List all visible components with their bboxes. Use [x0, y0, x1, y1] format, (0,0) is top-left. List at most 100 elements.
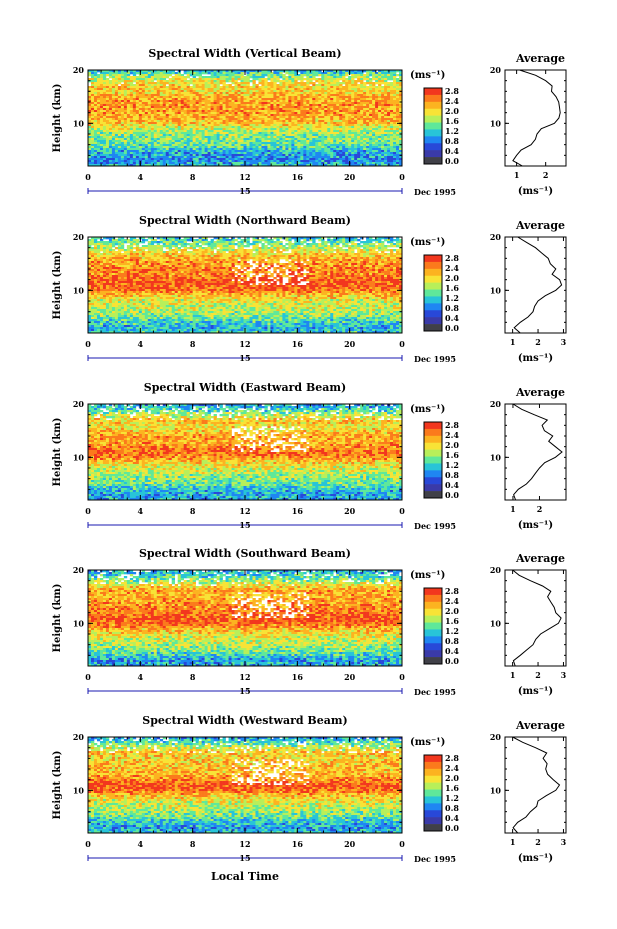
heatmap-cell	[193, 148, 196, 150]
heatmap-cell	[226, 80, 229, 82]
heatmap-cell	[363, 88, 366, 90]
heatmap-cell	[130, 116, 133, 118]
heatmap-cell	[202, 96, 205, 98]
heatmap-cell	[285, 126, 288, 128]
heatmap-cell	[309, 124, 312, 126]
heatmap-cell	[390, 140, 393, 142]
heatmap-cell	[351, 132, 354, 134]
heatmap-cell	[184, 114, 187, 116]
heatmap-cell	[130, 128, 133, 130]
heatmap-cell	[175, 74, 178, 76]
heatmap-cell	[345, 134, 348, 136]
heatmap-cell	[384, 84, 387, 86]
heatmap-cell	[360, 138, 363, 140]
heatmap-cell	[211, 150, 214, 152]
heatmap-cell	[100, 140, 103, 142]
heatmap-cell	[127, 108, 130, 110]
heatmap-cell	[238, 136, 241, 138]
heatmap-cell	[306, 150, 309, 152]
heatmap-cell	[327, 132, 330, 134]
heatmap-cell	[294, 84, 297, 86]
heatmap-cell	[244, 106, 247, 108]
heatmap-cell	[220, 104, 223, 106]
heatmap-cell	[264, 126, 267, 128]
heatmap-cell	[115, 110, 118, 112]
heatmap-cell	[390, 142, 393, 144]
heatmap-cell	[178, 136, 181, 138]
heatmap-cell	[241, 80, 244, 82]
heatmap-cell	[252, 100, 255, 102]
heatmap-cell	[157, 142, 160, 144]
heatmap-cell	[115, 146, 118, 148]
heatmap-cell	[258, 74, 261, 76]
heatmap-cell	[151, 102, 154, 104]
heatmap-cell	[396, 138, 399, 140]
heatmap-cell	[330, 74, 333, 76]
heatmap-cell	[351, 140, 354, 142]
heatmap-cell	[187, 126, 190, 128]
heatmap-cell	[279, 94, 282, 96]
heatmap-cell	[235, 102, 238, 104]
heatmap-cell	[258, 88, 261, 90]
heatmap-cell	[109, 138, 112, 140]
heatmap-cell	[151, 100, 154, 102]
heatmap-cell	[235, 108, 238, 110]
heatmap-cell	[193, 94, 196, 96]
heatmap-cell	[166, 76, 169, 78]
heatmap-cell	[241, 104, 244, 106]
heatmap-cell	[181, 86, 184, 88]
heatmap-cell	[387, 96, 390, 98]
heatmap-cell	[309, 90, 312, 92]
heatmap-cell	[375, 86, 378, 88]
heatmap-cell	[348, 92, 351, 94]
heatmap-cell	[285, 92, 288, 94]
heatmap-cell	[282, 142, 285, 144]
heatmap-cell	[241, 136, 244, 138]
heatmap-cell	[202, 102, 205, 104]
heatmap-cell	[121, 122, 124, 124]
heatmap-cell	[270, 74, 273, 76]
heatmap-cell	[112, 92, 115, 94]
heatmap-cell	[193, 116, 196, 118]
heatmap-cell	[247, 106, 250, 108]
heatmap-cell	[336, 120, 339, 122]
heatmap-cell	[229, 80, 232, 82]
heatmap-cell	[330, 116, 333, 118]
heatmap-cell	[196, 90, 199, 92]
heatmap-cell	[166, 134, 169, 136]
heatmap-cell	[100, 88, 103, 90]
heatmap-cell	[187, 104, 190, 106]
heatmap-cell	[312, 72, 315, 74]
heatmap-cell	[160, 92, 163, 94]
heatmap-cell	[196, 138, 199, 140]
heatmap-cell	[94, 100, 97, 102]
heatmap-cell	[232, 76, 235, 78]
heatmap-cell	[115, 112, 118, 114]
heatmap-cell	[157, 148, 160, 150]
heatmap-cell	[270, 104, 273, 106]
heatmap-cell	[115, 108, 118, 110]
heatmap-cell	[199, 142, 202, 144]
heatmap-cell	[199, 144, 202, 146]
heatmap-cell	[387, 108, 390, 110]
heatmap-cell	[279, 98, 282, 100]
heatmap-cell	[175, 100, 178, 102]
heatmap-cell	[300, 80, 303, 82]
heatmap-cell	[103, 88, 106, 90]
heatmap-cell	[276, 134, 279, 136]
heatmap-cell	[208, 154, 211, 156]
heatmap-cell	[360, 120, 363, 122]
heatmap-cell	[232, 114, 235, 116]
heatmap-cell	[297, 152, 300, 154]
heatmap-cell	[348, 142, 351, 144]
heatmap-cell	[109, 112, 112, 114]
heatmap-cell	[172, 98, 175, 100]
heatmap-cell	[255, 96, 258, 98]
heatmap-cell	[163, 74, 166, 76]
heatmap-cell	[109, 96, 112, 98]
heatmap-cell	[252, 86, 255, 88]
heatmap-cell	[366, 92, 369, 94]
heatmap-cell	[136, 116, 139, 118]
heatmap-cell	[199, 72, 202, 74]
heatmap-cell	[175, 130, 178, 132]
